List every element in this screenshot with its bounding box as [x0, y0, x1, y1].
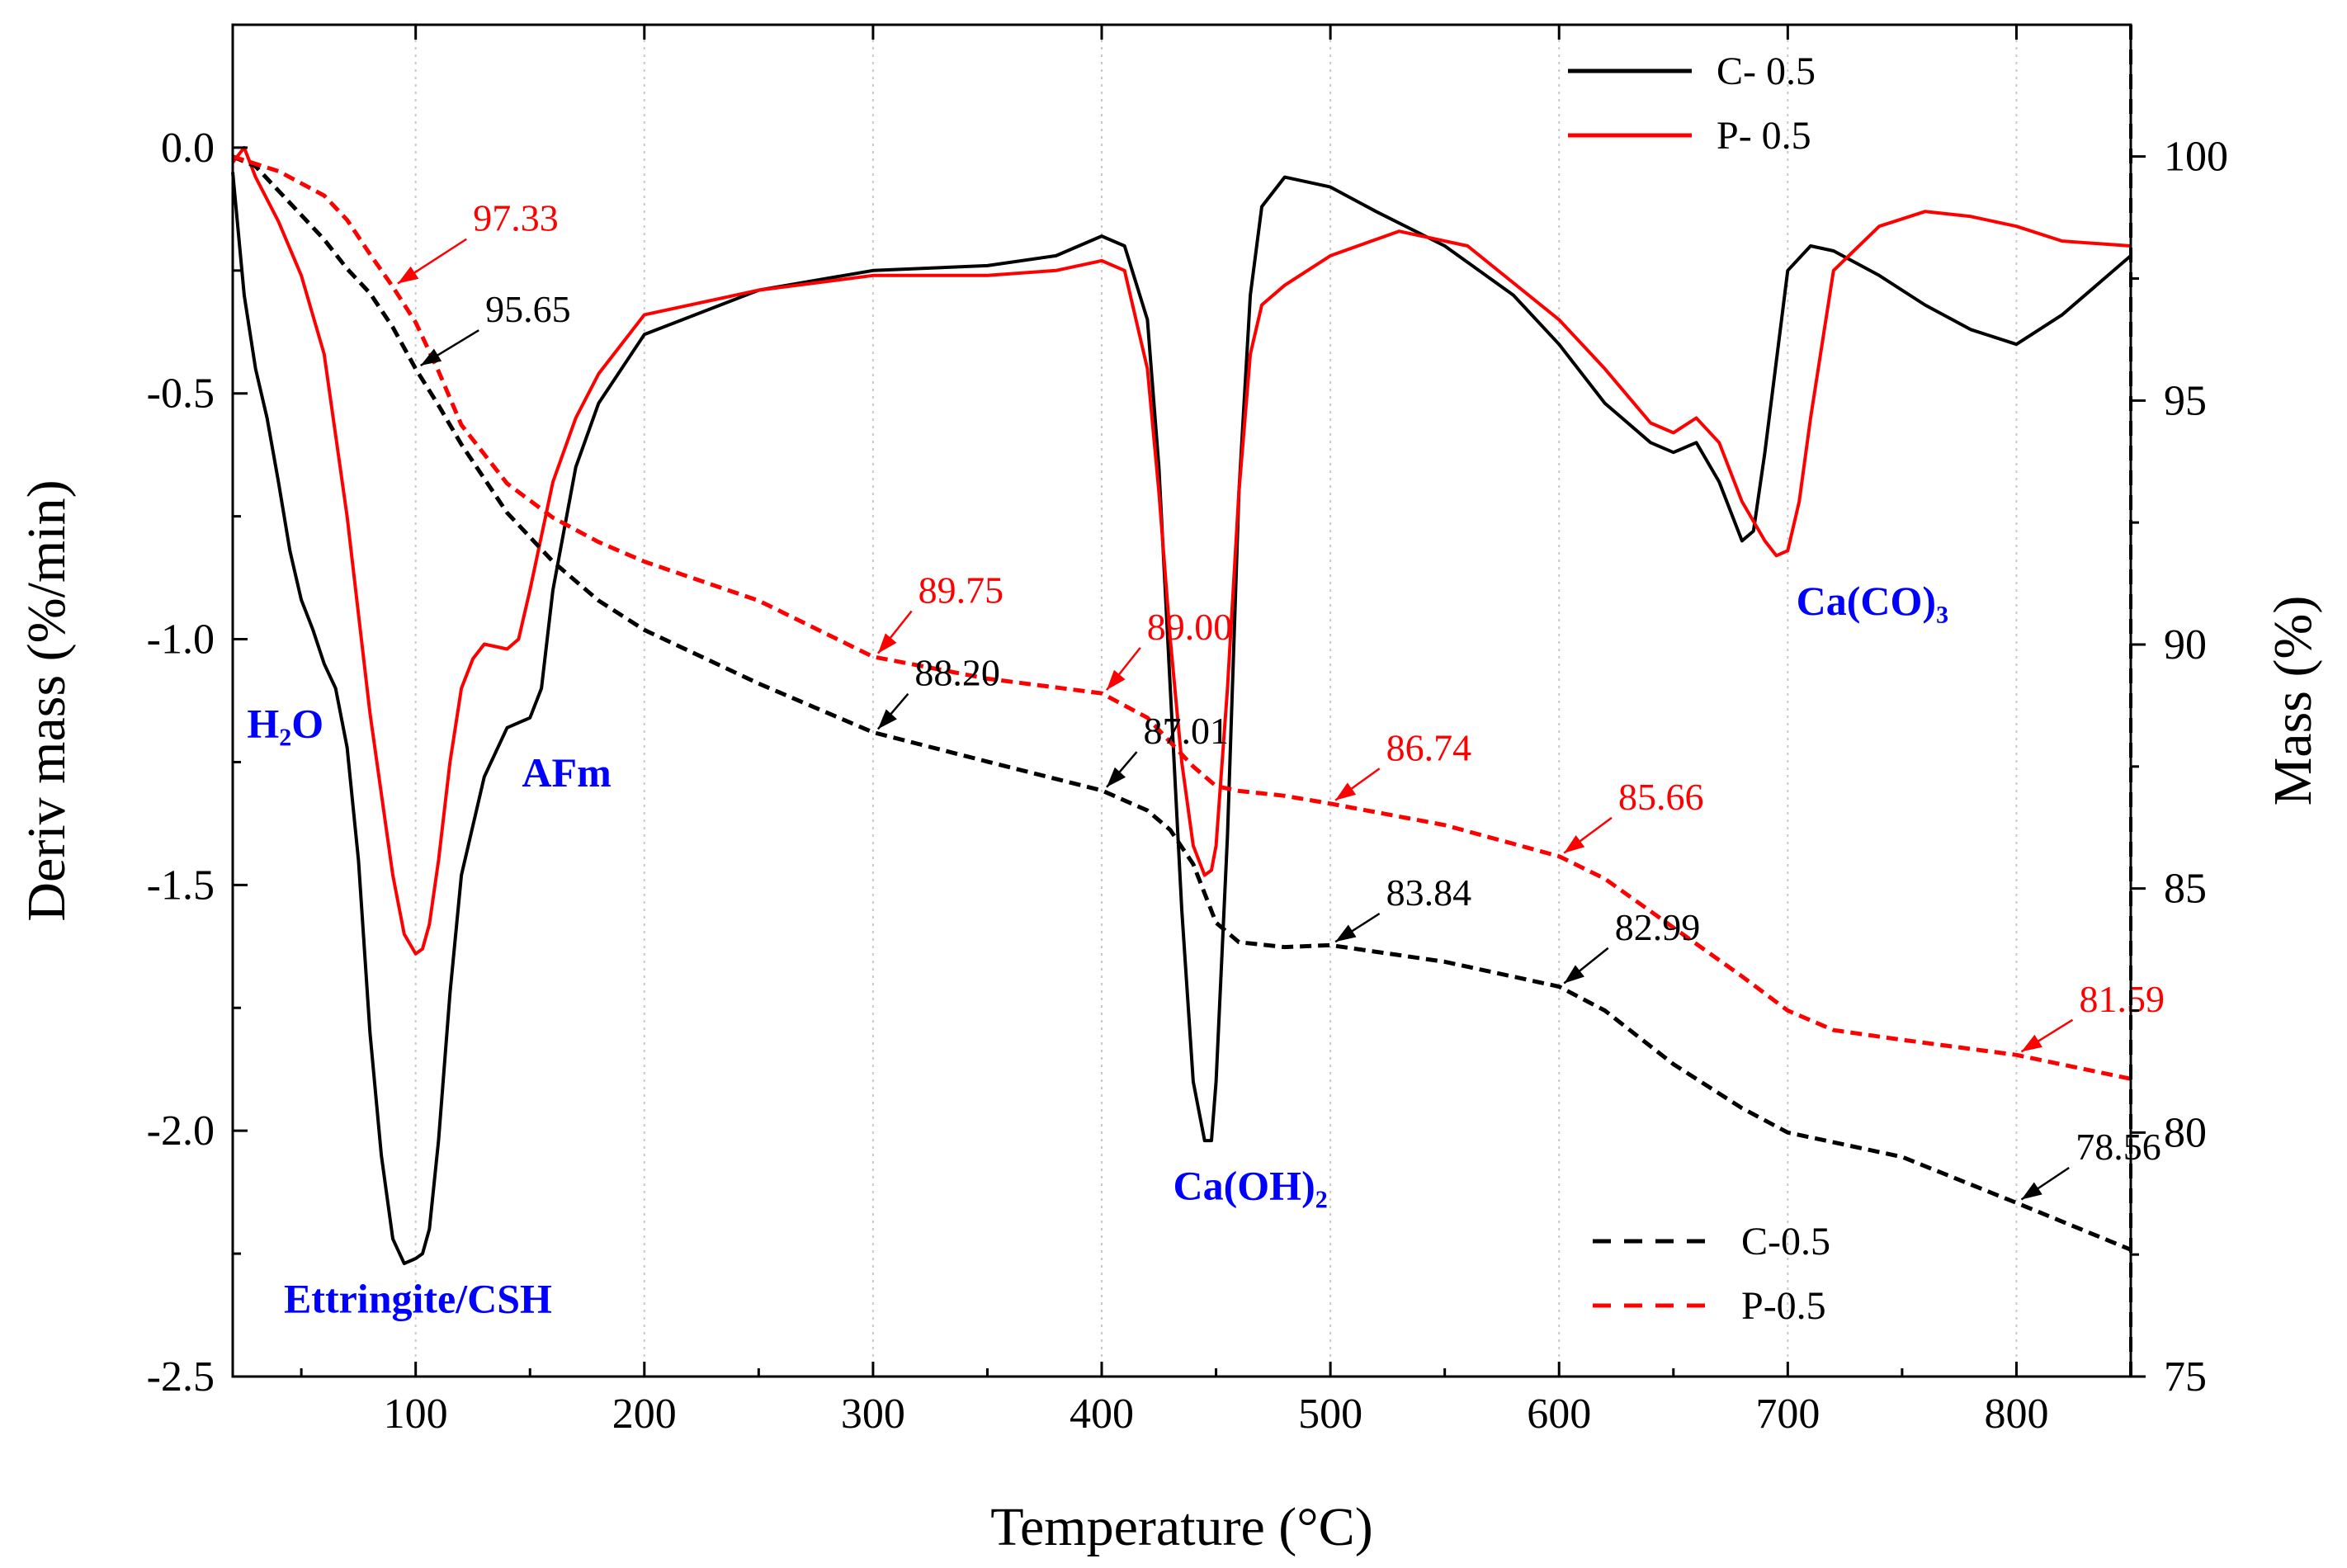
- mass-annotation-label: 83.84: [1386, 871, 1472, 914]
- mass-annotation-label: 88.20: [914, 652, 1000, 694]
- mass-annotation-label: 89.00: [1147, 606, 1233, 648]
- series-layer: [231, 145, 2132, 1265]
- y-right-tick-label: 95: [2164, 377, 2207, 424]
- legend-label: P-0.5: [1741, 1284, 1826, 1328]
- annotation-arrowhead: [397, 266, 419, 284]
- annotation-arrowhead: [1564, 835, 1585, 853]
- peak-label: H₂O: [247, 701, 323, 747]
- mass-annotation-label: 89.75: [918, 569, 1004, 612]
- mass-annotation-label: 86.74: [1386, 726, 1472, 768]
- legend-label: P- 0.5: [1717, 114, 1811, 158]
- x-axis-title: Temperature (°C): [990, 1497, 1372, 1557]
- peak-label: Ca(OH)₂: [1174, 1163, 1328, 1209]
- series-line-deriv-c: [231, 172, 2132, 1265]
- x-tick-label: 300: [841, 1391, 905, 1438]
- legend-label: C-0.5: [1741, 1220, 1830, 1263]
- x-tick-label: 600: [1527, 1391, 1591, 1438]
- y-left-tick-label: -0.5: [147, 371, 215, 418]
- annotation-arrowhead: [877, 709, 897, 730]
- peak-label: Ettringite/CSH: [284, 1276, 552, 1322]
- mass-annotation-label: 97.33: [473, 197, 559, 239]
- y-right-tick-label: 100: [2164, 134, 2228, 181]
- annotation-arrowhead: [1107, 767, 1126, 787]
- y-right-tick-label: 85: [2164, 866, 2207, 913]
- axis-layer: 100 200 300 400 500 600 700 800 0.0 -0.5 -1.0 -1.5 -…: [147, 25, 2228, 1438]
- x-tick-label: 400: [1070, 1391, 1134, 1438]
- x-tick-label: 100: [384, 1391, 448, 1438]
- peak-label: AFm: [522, 749, 611, 796]
- annotation-arrowhead: [1335, 782, 1357, 801]
- y-left-tick-label: 0.0: [161, 125, 215, 172]
- y-right-tick-label: 80: [2164, 1109, 2207, 1156]
- mass-annotation-label: 95.65: [485, 288, 571, 330]
- series-line-mass-p: [232, 154, 2132, 1081]
- y-left-tick-label: -2.5: [147, 1353, 215, 1400]
- annotation-arrowhead: [1335, 924, 1357, 942]
- x-tick-label: 500: [1298, 1391, 1362, 1438]
- annotation-arrowhead: [1107, 669, 1126, 691]
- y-right-tick-label: 75: [2164, 1353, 2207, 1400]
- mass-annotation-label: 87.01: [1144, 710, 1230, 752]
- peak-label: Ca(CO)₃: [1797, 578, 1948, 624]
- grid-lines: [414, 25, 2018, 1377]
- x-tick-label: 700: [1755, 1391, 1820, 1438]
- annotation-layer: 97.33 95.65 89.75 88.20 89.00 87.01 86.74 83.84…: [247, 197, 2165, 1322]
- y-right-axis-title: Mass (%): [2263, 596, 2323, 806]
- mass-annotation-label: 82.99: [1615, 906, 1701, 948]
- y-left-tick-label: -2.0: [147, 1108, 215, 1155]
- series-line-deriv-p: [231, 145, 2132, 956]
- legend-layer: C- 0.5 P- 0.5 C-0.5 P-0.5: [1568, 50, 1830, 1328]
- annotation-arrowhead: [1564, 965, 1584, 984]
- y-right-tick-label: 90: [2164, 621, 2207, 668]
- series-line-mass-c: [232, 154, 2132, 1252]
- mass-annotation-label: 78.56: [2075, 1126, 2161, 1168]
- x-tick-label: 200: [612, 1391, 677, 1438]
- x-tick-label: 800: [1984, 1391, 2048, 1438]
- y-left-tick-label: -1.5: [147, 862, 215, 909]
- y-left-axis-title: Deriv mass (%/min): [17, 479, 77, 921]
- legend-label: C- 0.5: [1717, 50, 1816, 93]
- mass-annotation-label: 81.59: [2079, 978, 2165, 1020]
- annotation-arrowhead: [2021, 1034, 2042, 1052]
- annotation-arrowhead: [2021, 1182, 2042, 1200]
- y-left-tick-label: -1.0: [147, 616, 215, 664]
- annotation-arrowhead: [420, 348, 442, 366]
- annotation-arrowhead: [877, 633, 897, 654]
- mass-annotation-label: 85.66: [1618, 776, 1704, 818]
